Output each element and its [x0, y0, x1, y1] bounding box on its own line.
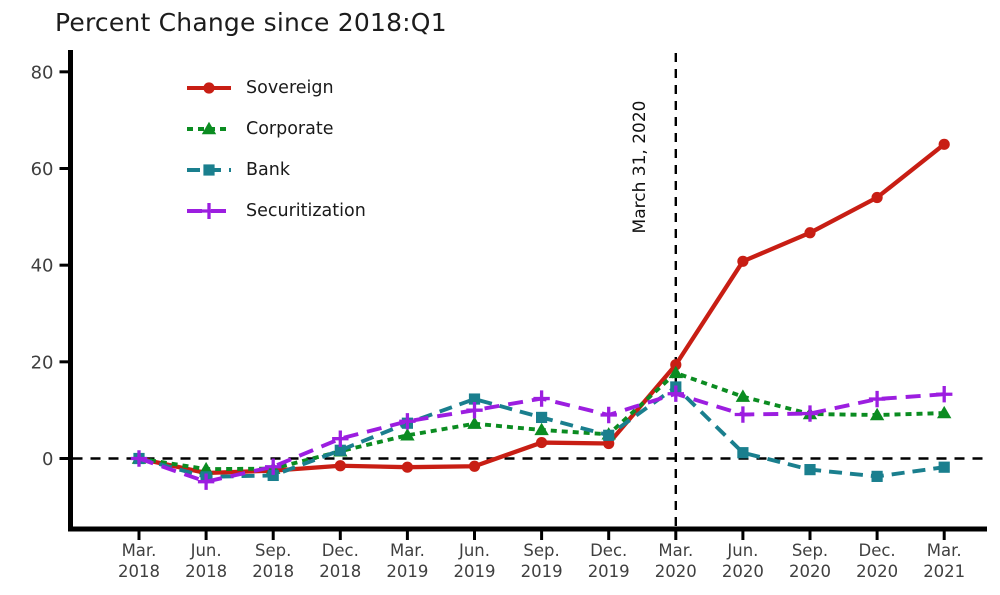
marker-bank-11 [871, 470, 883, 482]
marker-securitization-2 [265, 458, 282, 475]
y-tick-label: 60 [31, 159, 54, 180]
marker-sovereign-10 [804, 227, 816, 239]
marker-securitization-10 [801, 405, 819, 422]
legend: Sovereign Corporate Bank Securitization [186, 76, 366, 223]
legend-swatch-corporate [187, 121, 231, 135]
x-tick-label: Mar. 2018 [118, 541, 160, 581]
marker-corporate-8 [668, 365, 683, 379]
legend-label-bank: Bank [246, 160, 290, 180]
marker-sovereign-11 [871, 191, 883, 204]
marker-securitization-1 [197, 473, 215, 490]
x-tick-label: Jun. 2020 [722, 541, 764, 581]
marker-bank-12 [938, 461, 950, 473]
marker-securitization-11 [868, 390, 886, 408]
marker-corporate-12 [937, 405, 952, 419]
x-tick-label: Sep. 2019 [521, 541, 563, 581]
x-tick-label: Sep. 2018 [252, 541, 294, 581]
legend-marker-securitization [201, 203, 217, 219]
legend-item-corporate: Corporate [186, 117, 366, 141]
marker-corporate-4 [400, 428, 415, 441]
marker-bank-3 [334, 444, 346, 456]
marker-securitization-6 [533, 390, 550, 407]
legend-marker-bank [203, 164, 215, 176]
x-tick-label: Jun. 2019 [454, 541, 496, 581]
marker-bank-5 [468, 393, 481, 405]
marker-securitization-5 [466, 401, 483, 419]
chart-title: Percent Change since 2018:Q1 [55, 8, 447, 37]
event-line-label: March 31, 2020 [630, 101, 650, 234]
marker-bank-10 [804, 464, 816, 476]
marker-sovereign-6 [536, 436, 548, 449]
marker-corporate-6 [534, 422, 549, 436]
marker-bank-6 [536, 411, 548, 424]
legend-label-corporate: Corporate [246, 119, 334, 139]
legend-label-sovereign: Sovereign [246, 78, 334, 98]
legend-swatch-securitization [187, 203, 231, 219]
marker-securitization-0 [130, 450, 148, 467]
legend-marker-sovereign [203, 82, 215, 94]
marker-securitization-9 [734, 406, 752, 423]
marker-securitization-4 [399, 413, 416, 430]
x-tick-label: Jun. 2018 [185, 541, 227, 581]
y-axis-spine [68, 50, 73, 532]
x-tick-label: Dec. 2019 [588, 541, 630, 581]
marker-sovereign-8 [670, 359, 682, 371]
y-tick-label: 80 [31, 62, 54, 83]
y-tick-label: 20 [31, 352, 54, 373]
marker-sovereign-12 [938, 138, 950, 150]
x-tick-label: Dec. 2020 [856, 541, 898, 581]
marker-sovereign-5 [468, 460, 481, 472]
marker-corporate-5 [467, 416, 482, 429]
marker-securitization-7 [600, 406, 617, 424]
x-tick-label: Mar. 2021 [923, 541, 965, 581]
legend-label-securitization: Securitization [246, 201, 366, 221]
legend-swatch-sovereign [187, 82, 231, 94]
marker-securitization-12 [936, 386, 953, 403]
legend-swatch-bank [187, 164, 231, 176]
y-tick-label: 0 [42, 449, 53, 470]
legend-marker-corporate [201, 121, 217, 135]
marker-bank-2 [267, 469, 279, 482]
marker-corporate-11 [869, 407, 885, 421]
marker-bank-9 [737, 447, 749, 459]
y-tick-label: 40 [31, 256, 54, 277]
legend-item-bank: Bank [186, 158, 366, 182]
x-tick-label: Mar. 2019 [386, 541, 428, 581]
marker-bank-7 [603, 429, 615, 441]
marker-sovereign-3 [334, 460, 346, 472]
legend-item-sovereign: Sovereign [186, 76, 366, 100]
x-tick-label: Mar. 2020 [655, 541, 697, 581]
x-tick-label: Sep. 2020 [789, 541, 831, 581]
x-tick-label: Dec. 2018 [319, 541, 361, 581]
marker-securitization-8 [667, 385, 684, 402]
legend-item-securitization: Securitization [186, 199, 366, 223]
x-axis-spine [68, 526, 987, 532]
marker-corporate-1 [198, 461, 214, 475]
marker-corporate-9 [735, 389, 751, 402]
marker-securitization-3 [332, 430, 349, 447]
marker-sovereign-9 [737, 255, 749, 267]
marker-sovereign-4 [401, 461, 413, 473]
